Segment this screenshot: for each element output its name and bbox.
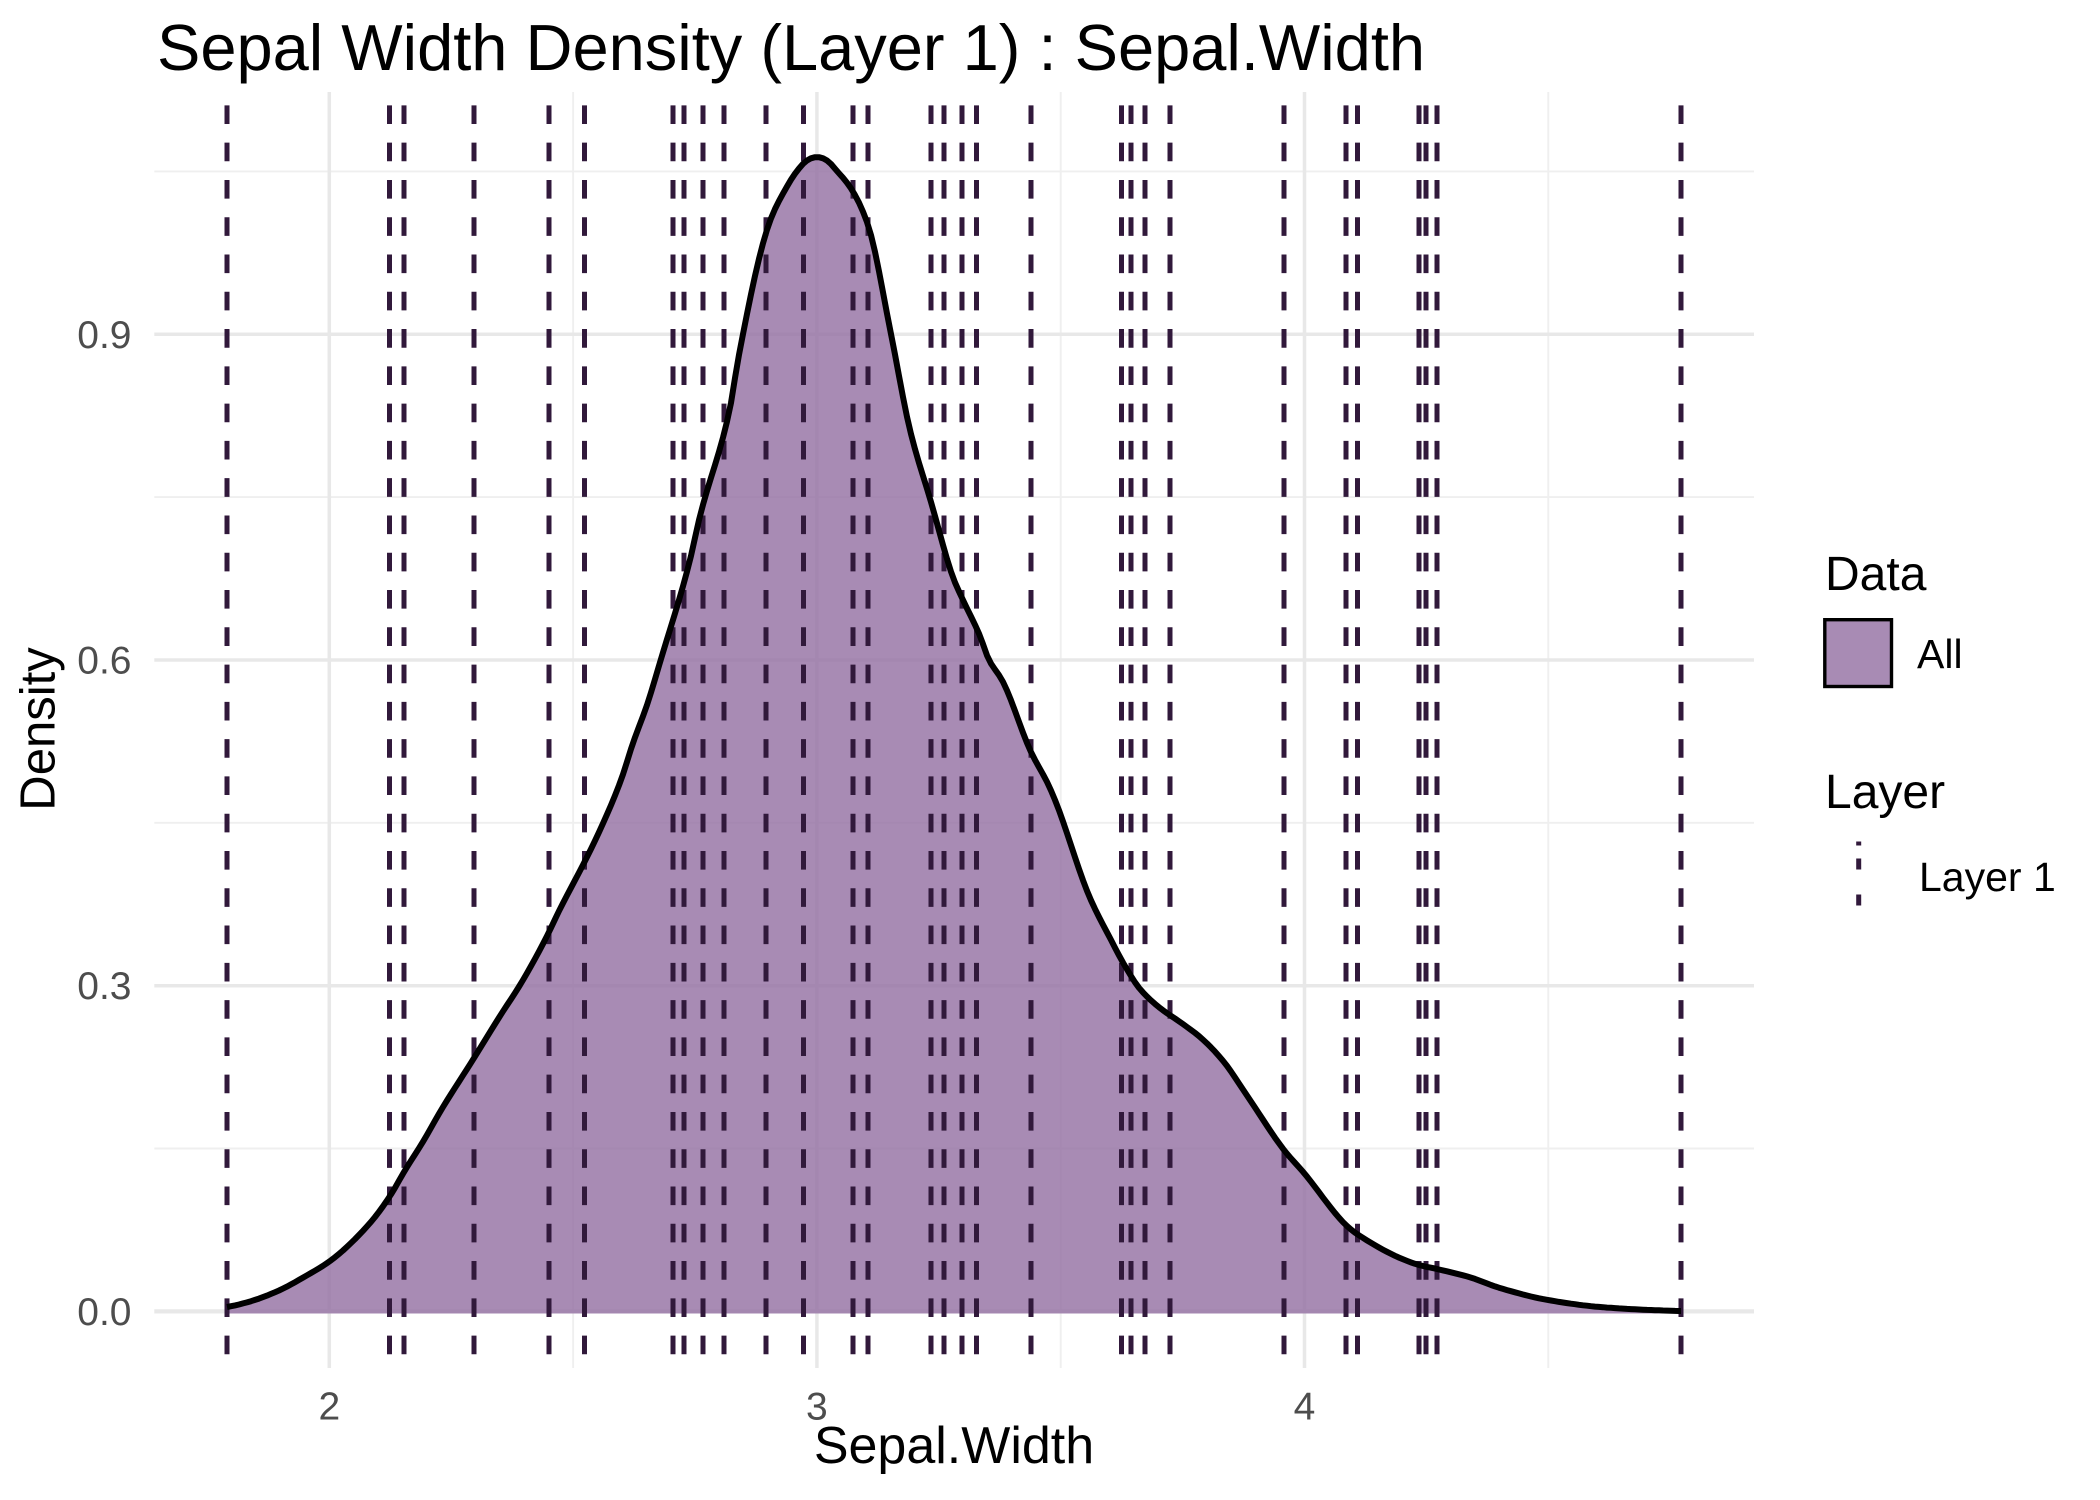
svg-text:Layer: Layer — [1825, 766, 1945, 819]
svg-text:All: All — [1917, 631, 1963, 677]
svg-text:4: 4 — [1294, 1385, 1316, 1428]
svg-text:Sepal Width Density (Layer 1): Sepal Width Density (Layer 1) : Sepal.Wi… — [157, 11, 1425, 84]
svg-text:Layer 1: Layer 1 — [1919, 854, 2056, 900]
svg-text:Data: Data — [1825, 548, 1927, 601]
svg-text:3: 3 — [806, 1385, 828, 1428]
svg-text:0.0: 0.0 — [77, 1291, 131, 1334]
svg-text:Density: Density — [12, 647, 66, 811]
svg-text:0.9: 0.9 — [77, 314, 131, 357]
svg-text:0.3: 0.3 — [77, 965, 131, 1008]
svg-text:2: 2 — [318, 1385, 340, 1428]
svg-text:Sepal.Width: Sepal.Width — [814, 1417, 1094, 1475]
svg-text:0.6: 0.6 — [77, 640, 131, 683]
